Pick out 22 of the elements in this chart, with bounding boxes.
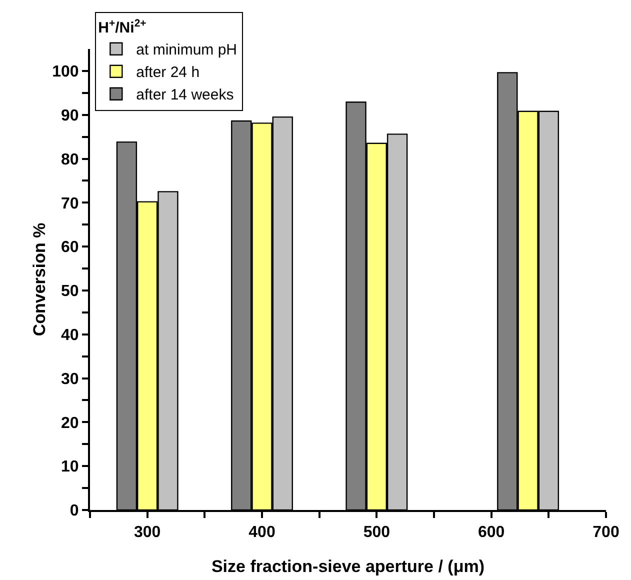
y-tick-label: 0: [70, 502, 79, 520]
y-tick-label: 10: [61, 458, 79, 476]
x-axis-title: Size fraction-sieve aperture / (μm): [211, 557, 485, 576]
legend-label: after 24 h: [136, 64, 200, 82]
y-tick-label: 90: [61, 107, 79, 124]
legend-label: at minimum pH: [136, 42, 238, 59]
y-tick-label: 30: [61, 370, 79, 388]
x-tick-label: 500: [363, 524, 390, 542]
x-tick-label: 300: [134, 524, 161, 542]
legend-title: H$^{+}$/Ni$^{2+}$: [98, 17, 146, 37]
y-tick-label: 60: [61, 239, 79, 256]
y-tick-label: 100: [52, 64, 79, 81]
legend-label: after 14 weeks: [136, 86, 234, 104]
y-tick-label: 50: [61, 283, 79, 300]
y-tick-label: 40: [61, 326, 79, 344]
y-tick-label: 80: [61, 151, 79, 168]
x-tick-label: 700: [592, 524, 620, 542]
x-tick-label: 600: [478, 524, 505, 542]
y-tick-label: 20: [61, 414, 79, 432]
y-tick-label: 70: [61, 195, 79, 212]
y-axis-title: Conversion %: [30, 222, 49, 336]
x-tick-label: 400: [248, 524, 276, 542]
